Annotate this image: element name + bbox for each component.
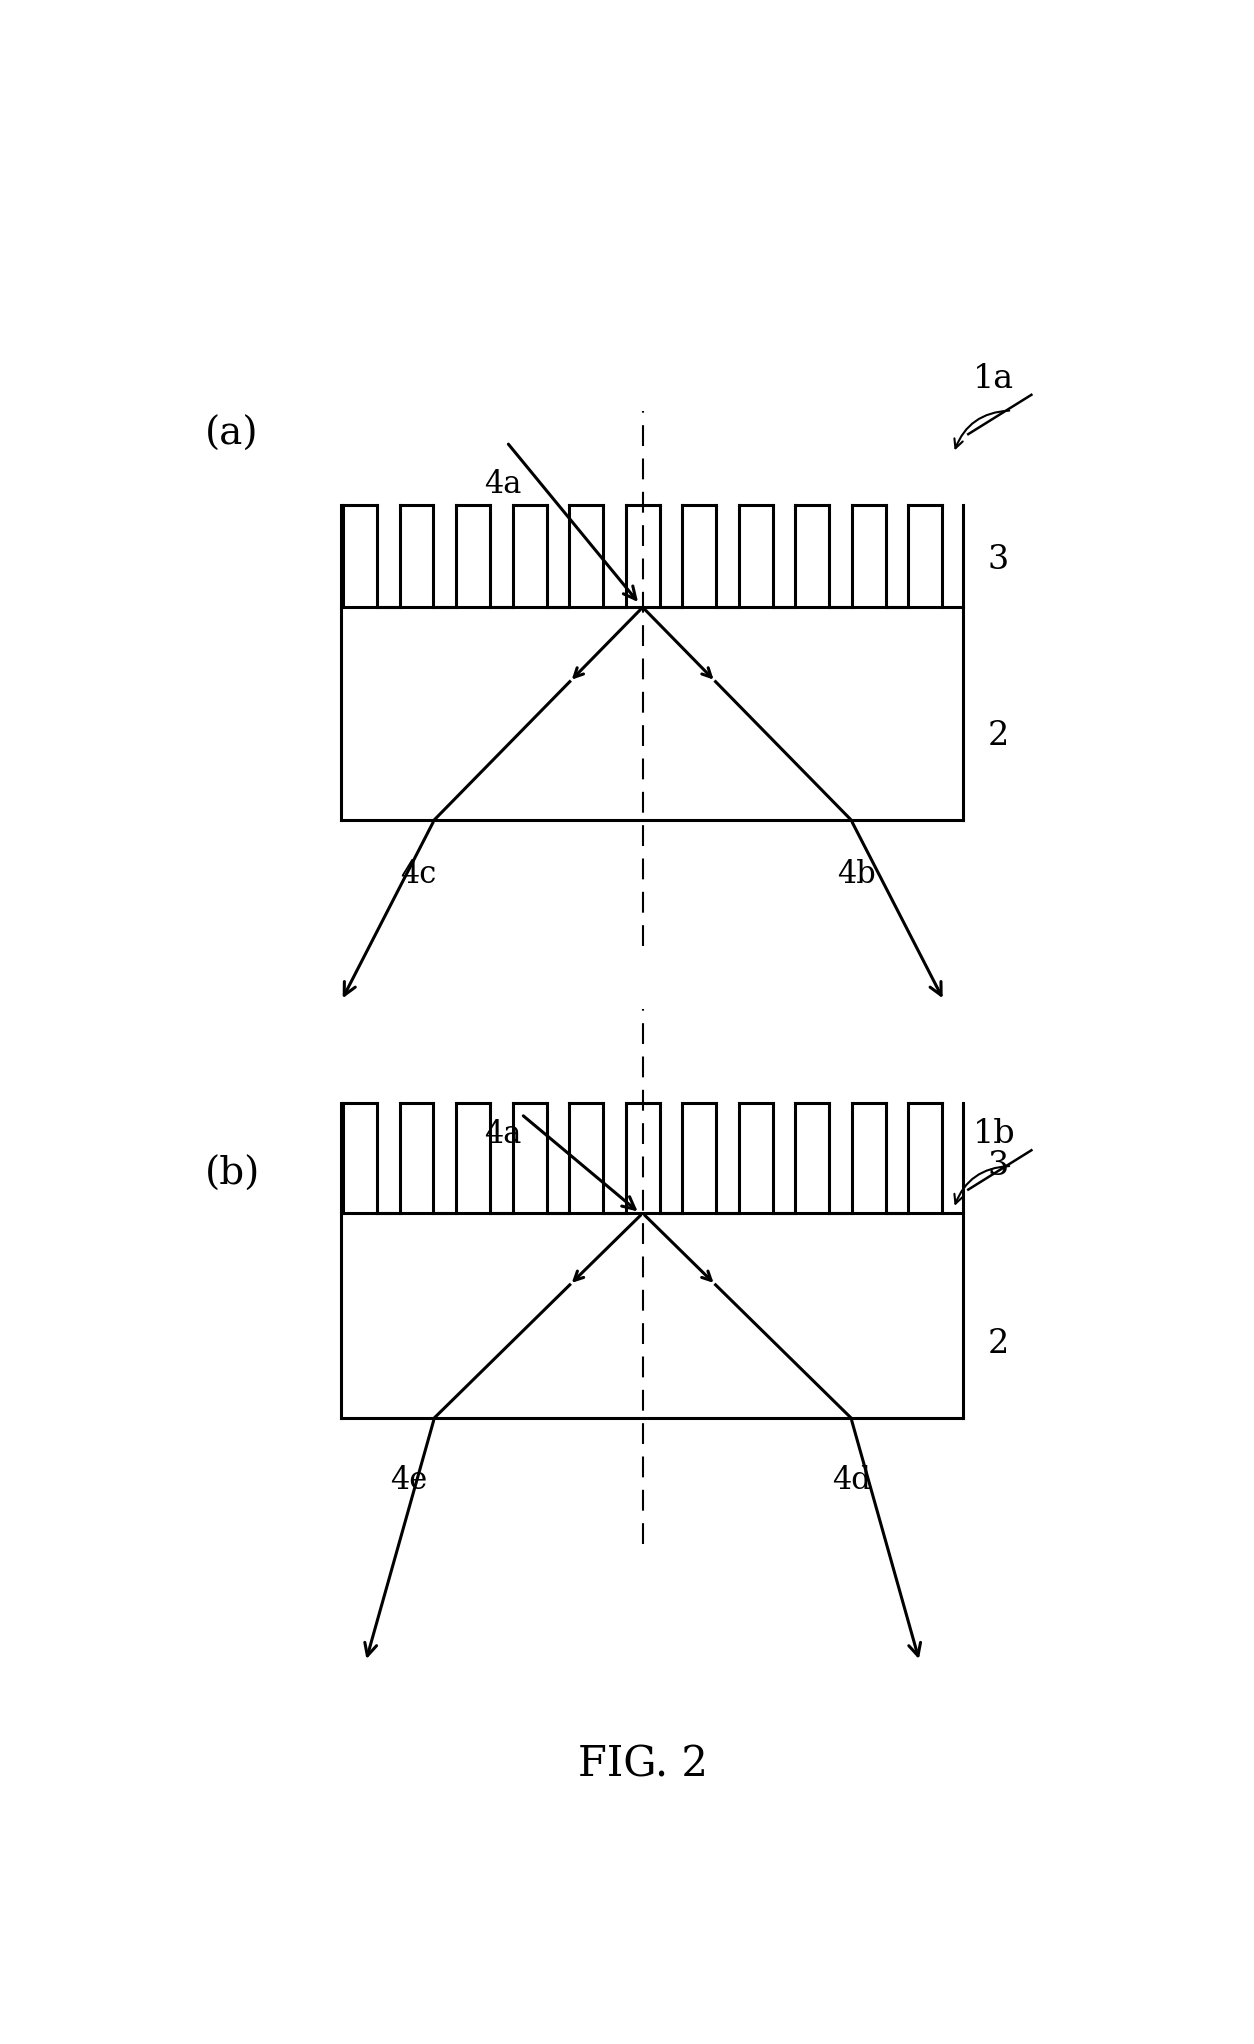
Text: 4e: 4e — [390, 1466, 428, 1496]
Text: 3: 3 — [988, 544, 1009, 576]
Text: 4a: 4a — [484, 468, 522, 501]
Text: 1b: 1b — [973, 1118, 1016, 1151]
Text: FIG. 2: FIG. 2 — [578, 1744, 707, 1784]
Text: 1a: 1a — [973, 362, 1014, 394]
Text: 4b: 4b — [838, 858, 875, 891]
Text: 2: 2 — [988, 1329, 1009, 1359]
Text: 4c: 4c — [400, 858, 436, 891]
Text: 4d: 4d — [833, 1466, 872, 1496]
Text: 4a: 4a — [484, 1118, 522, 1151]
Text: 2: 2 — [988, 719, 1009, 752]
Text: 3: 3 — [988, 1151, 1009, 1181]
Text: (a): (a) — [206, 415, 260, 452]
Text: (b): (b) — [206, 1155, 261, 1192]
